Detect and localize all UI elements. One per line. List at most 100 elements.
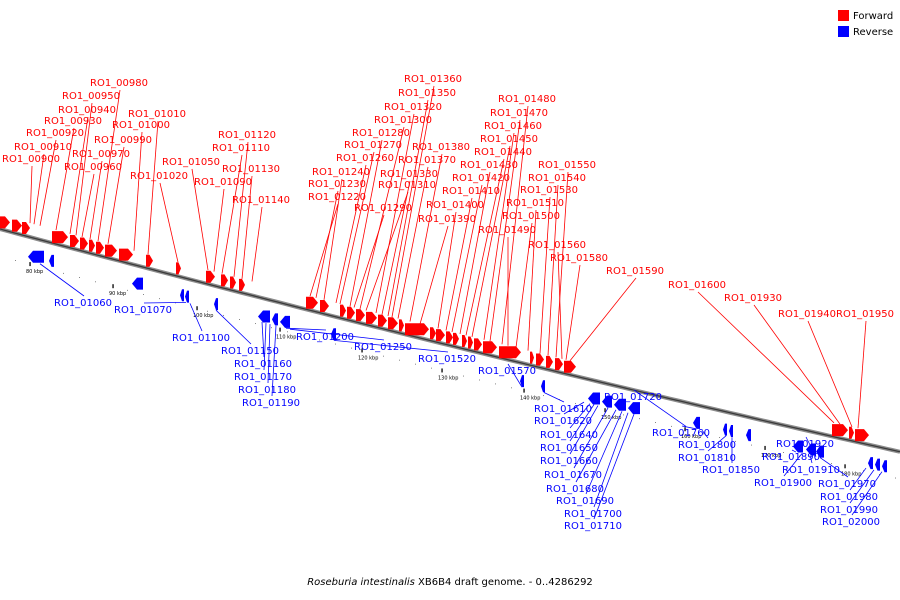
gene-label-ro1-01650: RO1_01650 (540, 443, 598, 454)
gene-label-ro1-00910: RO1_00910 (14, 142, 72, 153)
forward-gene-arrow (80, 237, 88, 250)
leader-line (563, 401, 585, 415)
gene-label-ro1-01550: RO1_01550 (538, 160, 596, 171)
leader-line (565, 264, 581, 360)
forward-gene-arrow (320, 299, 329, 312)
forward-gene-arrow (340, 304, 346, 317)
gene-label-ro1-01220: RO1_01220 (308, 192, 366, 203)
minor-tick (463, 375, 464, 377)
minor-tick (831, 463, 832, 464)
gene-label-ro1-01940: RO1_01940 (778, 309, 836, 320)
forward-gene-arrow (849, 426, 854, 439)
gene-label-ro1-01400: RO1_01400 (426, 200, 484, 211)
forward-gene-arrow (22, 222, 30, 235)
leader-line (33, 153, 45, 225)
legend-forward-label: Forward (853, 11, 893, 22)
forward-gene-arrow (230, 276, 236, 289)
forward-gene-arrow (499, 346, 521, 359)
leader-line (681, 425, 697, 430)
leader-line (543, 392, 565, 403)
tick-label-90-kbp: 90 kbp (109, 291, 126, 297)
leader-line (365, 191, 409, 311)
leader-line (753, 304, 841, 425)
gene-label-ro1-01100: RO1_01100 (172, 333, 230, 344)
forward-gene-arrow (483, 341, 497, 354)
leader-line (69, 116, 89, 234)
gene-label-ro1-01120: RO1_01120 (218, 130, 276, 141)
reverse-gene-arrow (272, 313, 278, 326)
minor-tick (207, 310, 208, 312)
gene-label-ro1-01310: RO1_01310 (378, 180, 436, 191)
reverse-gene-arrow (588, 392, 600, 405)
gene-label-ro1-01900: RO1_01900 (754, 478, 812, 489)
reverse-gene-arrow (520, 375, 524, 388)
leader-line (213, 188, 225, 272)
gene-label-ro1-01440: RO1_01440 (474, 147, 532, 158)
leader-line (791, 449, 797, 453)
forward-gene-arrow (536, 353, 544, 366)
gene-label-ro1-00900: RO1_00900 (2, 154, 60, 165)
minor-tick (703, 433, 704, 435)
gene-label-ro1-01460: RO1_01460 (484, 121, 542, 132)
minor-tick (895, 477, 896, 479)
gene-label-ro1-01010: RO1_01010 (128, 109, 186, 120)
forward-gene-arrow (52, 231, 68, 244)
leader-line (397, 166, 429, 319)
label-leader-lines (29, 85, 883, 520)
minor-tick (159, 298, 160, 300)
gene-label-ro1-00950: RO1_00950 (62, 91, 120, 102)
gene-label-ro1-01320: RO1_01320 (384, 102, 442, 113)
minor-tick (415, 363, 416, 365)
leader-line (315, 190, 339, 298)
forward-gene-arrow (221, 274, 228, 287)
forward-gene-arrow (176, 262, 181, 275)
gene-label-ro1-01810: RO1_01810 (678, 453, 736, 464)
gene-label-ro1-01200: RO1_01200 (296, 332, 354, 343)
forward-gene-arrow (388, 317, 398, 330)
gene-label-ro1-01330: RO1_01330 (380, 169, 438, 180)
gene-label-ro1-01410: RO1_01410 (442, 186, 500, 197)
leader-line (251, 206, 263, 282)
leader-line (241, 175, 253, 279)
gene-label-ro1-00990: RO1_00990 (94, 135, 152, 146)
leader-line (459, 171, 491, 334)
tick-mark (279, 327, 281, 332)
gene-label-ro1-01640: RO1_01640 (540, 430, 598, 441)
reverse-gene-arrow (541, 380, 545, 393)
gene-label-ro1-01260: RO1_01260 (336, 153, 394, 164)
tick-label-140-kbp: 140 kbp (520, 396, 540, 402)
leader-line (575, 409, 617, 483)
minor-tick (15, 260, 16, 261)
reverse-gene-arrow (214, 298, 218, 311)
leader-line (851, 471, 883, 516)
gene-label-ro1-01670: RO1_01670 (544, 470, 602, 481)
reverse-gene-arrow (875, 458, 880, 471)
tick-label-160-kbp: 160 kbp (681, 434, 701, 440)
leader-line (55, 127, 75, 231)
leader-line (515, 222, 533, 348)
leader-line (375, 113, 415, 314)
gene-label-ro1-01070: RO1_01070 (114, 305, 172, 316)
reverse-gene-arrow (723, 423, 727, 436)
gene-label-ro1-01920: RO1_01920 (776, 439, 834, 450)
leader-line (215, 309, 252, 345)
gene-label-ro1-01280: RO1_01280 (352, 128, 410, 139)
tick-mark (112, 284, 114, 289)
gene-label-ro1-01420: RO1_01420 (452, 173, 510, 184)
minor-tick (735, 440, 736, 442)
forward-gene-arrow (378, 314, 387, 327)
forward-gene-arrow (89, 239, 95, 252)
tick-mark (844, 464, 846, 469)
gene-label-ro1-00920: RO1_00920 (26, 128, 84, 139)
reverse-gene-arrow (816, 445, 824, 458)
gene-label-ro1-00940: RO1_00940 (58, 105, 116, 116)
minor-tick (143, 294, 144, 295)
leader-line (189, 303, 203, 332)
gene-label-ro1-01110: RO1_01110 (212, 143, 270, 154)
minor-tick (255, 323, 256, 325)
forward-gene-arrow (436, 329, 445, 342)
leader-line (569, 405, 599, 455)
reverse-gene-arrow (693, 416, 700, 429)
leader-line (159, 182, 179, 263)
minor-tick (511, 387, 512, 389)
